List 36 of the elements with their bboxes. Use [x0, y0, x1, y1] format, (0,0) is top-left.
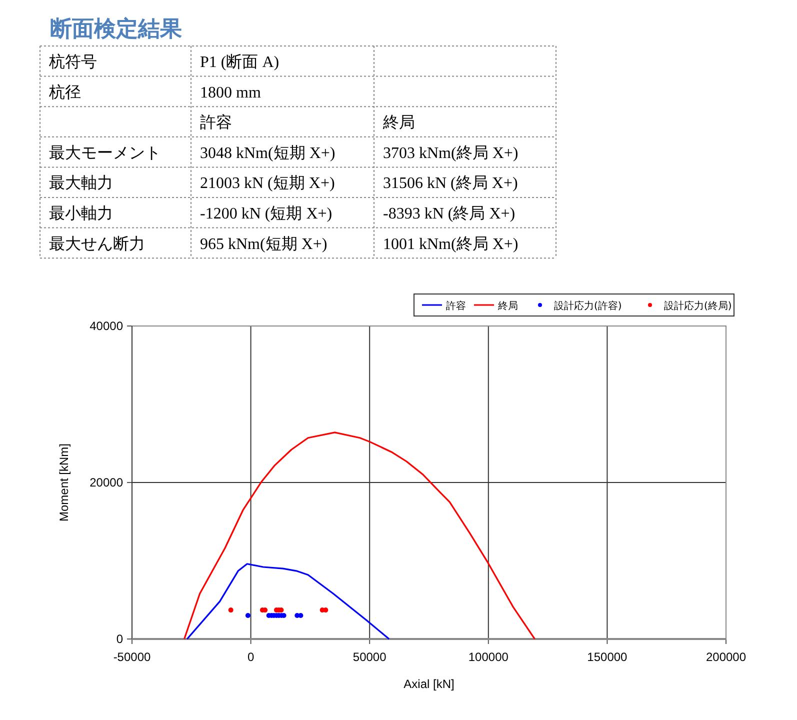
legend-label: 設計応力(許容) — [554, 300, 622, 312]
text: 965 kNm(短期 X+) — [200, 236, 328, 253]
text: -8393 kN (終局 X+) — [383, 206, 516, 222]
text: 1001 kNm(終局 X+) — [383, 236, 518, 253]
text: 1800 mm — [200, 84, 261, 102]
text: 終局 — [383, 114, 415, 132]
x-tick-label: -50000 — [113, 650, 152, 664]
x-tick-label: 150000 — [587, 650, 628, 664]
category-label: 最大軸力 — [49, 175, 113, 192]
y-axis-title: Moment [kNm] — [57, 443, 71, 522]
text: 31506 kN (終局 X+) — [383, 175, 518, 192]
line-series — [186, 563, 390, 640]
y-tick-label: 40000 — [90, 319, 124, 333]
text: 許容 — [200, 114, 232, 132]
line-series — [183, 432, 536, 640]
category-label: 最大モーメント — [49, 144, 161, 162]
text: 断面検定結果 — [50, 16, 183, 42]
y-tick-label: 20000 — [90, 476, 124, 490]
x-tick-label: 50000 — [352, 650, 387, 664]
text: -1200 kN (短期 X+) — [200, 206, 332, 222]
x-tick-label: 200000 — [706, 650, 746, 664]
category-label: 最大せん断力 — [49, 236, 145, 253]
text: 3048 kNm(短期 X+) — [200, 144, 336, 162]
text: 21003 kN (短期 X+) — [200, 175, 335, 192]
text: P1 (断面 A) — [200, 54, 280, 71]
x-tick-label: 0 — [247, 650, 254, 664]
legend-label: 終局 — [497, 300, 518, 312]
text: 3703 kNm(終局 X+) — [383, 144, 518, 162]
x-axis-title: Axial [kN] — [404, 677, 454, 691]
category-label: 最小軸力 — [49, 206, 113, 222]
y-tick-label: 0 — [116, 632, 124, 646]
legend-label: 設計応力(終局) — [664, 300, 732, 312]
legend-label: 許容 — [446, 300, 466, 312]
x-tick-label: 100000 — [468, 650, 509, 664]
category-label: 杭径 — [49, 84, 81, 102]
category-label: 杭符号 — [49, 54, 97, 71]
